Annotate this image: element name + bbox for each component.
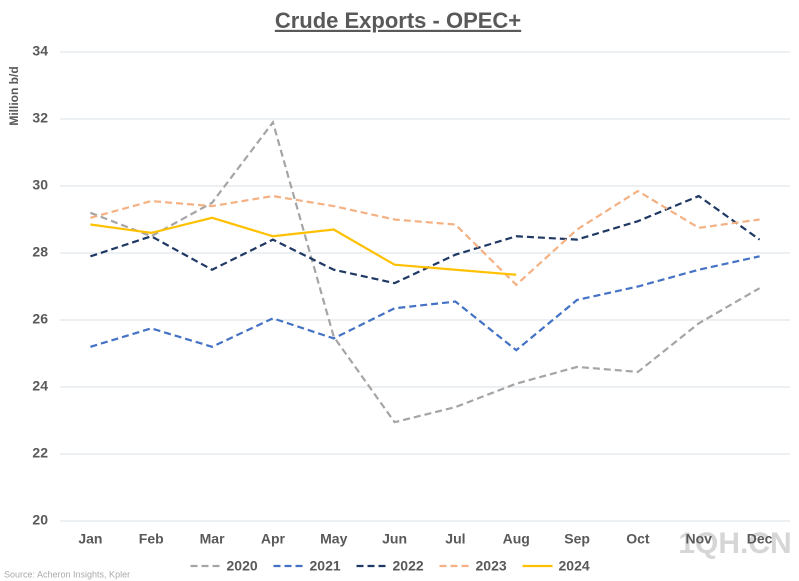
x-tick-label: Apr — [261, 531, 286, 547]
y-tick-label: 34 — [32, 43, 48, 59]
x-tick-label: Jun — [382, 531, 407, 547]
series-line — [90, 194, 761, 285]
legend-label: 2024 — [559, 558, 590, 574]
y-axis-label: Million b/d — [7, 66, 21, 125]
x-tick-label: Jul — [445, 531, 465, 547]
x-tick-label: Aug — [503, 531, 530, 547]
series-line — [90, 119, 761, 424]
x-tick-label: Sep — [564, 531, 590, 547]
x-tick-label: Feb — [139, 531, 164, 547]
legend-label: 2020 — [227, 558, 258, 574]
x-tick-label: Dec — [747, 531, 773, 547]
legend-label: 2022 — [393, 558, 424, 574]
legend-label: 2023 — [476, 558, 507, 574]
x-tick-label: May — [320, 531, 347, 547]
watermark: 1QH.CN — [678, 527, 791, 560]
x-tick-label: Oct — [626, 531, 650, 547]
y-tick-label: 28 — [32, 244, 48, 260]
y-tick-label: 22 — [32, 445, 48, 461]
y-tick-label: 32 — [32, 110, 48, 126]
x-tick-label: Mar — [200, 531, 225, 547]
y-tick-label: 30 — [32, 177, 48, 193]
y-tick-label: 24 — [32, 378, 48, 394]
series-line — [90, 216, 517, 276]
legend-label: 2021 — [310, 558, 341, 574]
chart-title: Crude Exports - OPEC+ — [275, 8, 521, 33]
series-line — [90, 255, 760, 352]
x-tick-label: Nov — [686, 531, 713, 547]
y-tick-label: 20 — [32, 512, 48, 528]
x-tick-label: Jan — [78, 531, 102, 547]
y-tick-label: 26 — [32, 311, 48, 327]
source: Source: Acheron Insights, Kpler — [4, 569, 130, 579]
series-line — [90, 189, 760, 287]
